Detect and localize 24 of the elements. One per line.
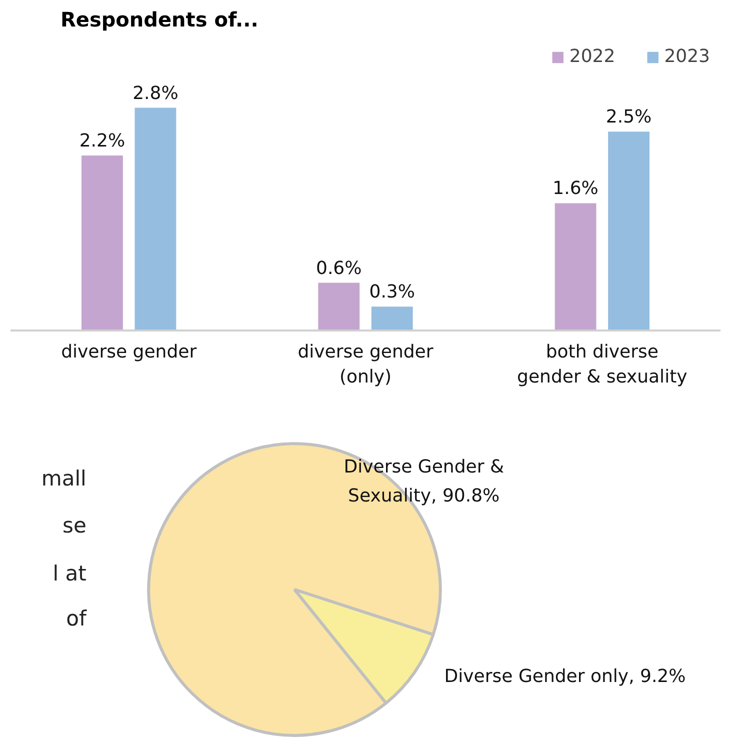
data-label: 0.6% <box>316 258 362 279</box>
data-label: 1.6% <box>552 178 598 200</box>
data-label: 2.8% <box>132 82 178 104</box>
data-label: 0.3% <box>369 282 415 303</box>
x-tick-label: diverse gender (only) <box>298 342 434 388</box>
text: l at <box>52 562 86 586</box>
data-label: 2.5% <box>606 106 652 128</box>
text: of <box>66 606 87 630</box>
slice-label: Diverse Gender only, 9.2% <box>444 666 686 687</box>
bar <box>82 156 123 330</box>
x-tick-label: diverse gender <box>61 342 198 362</box>
legend-label: 2023 <box>664 46 710 67</box>
bar <box>134 108 176 330</box>
slice-label: Diverse Gender & Sexuality, 90.8% <box>344 456 504 507</box>
chart-title: Respondents of... <box>60 8 258 32</box>
bar <box>318 282 360 330</box>
bar <box>554 203 596 330</box>
text: mall <box>41 466 86 490</box>
legend-label: 2022 <box>569 46 616 67</box>
bar <box>371 306 413 330</box>
bar <box>608 132 650 330</box>
x-tick-label: both diverse gender & sexuality <box>517 342 688 388</box>
data-label: 2.2% <box>79 130 126 152</box>
text: se <box>62 514 86 538</box>
